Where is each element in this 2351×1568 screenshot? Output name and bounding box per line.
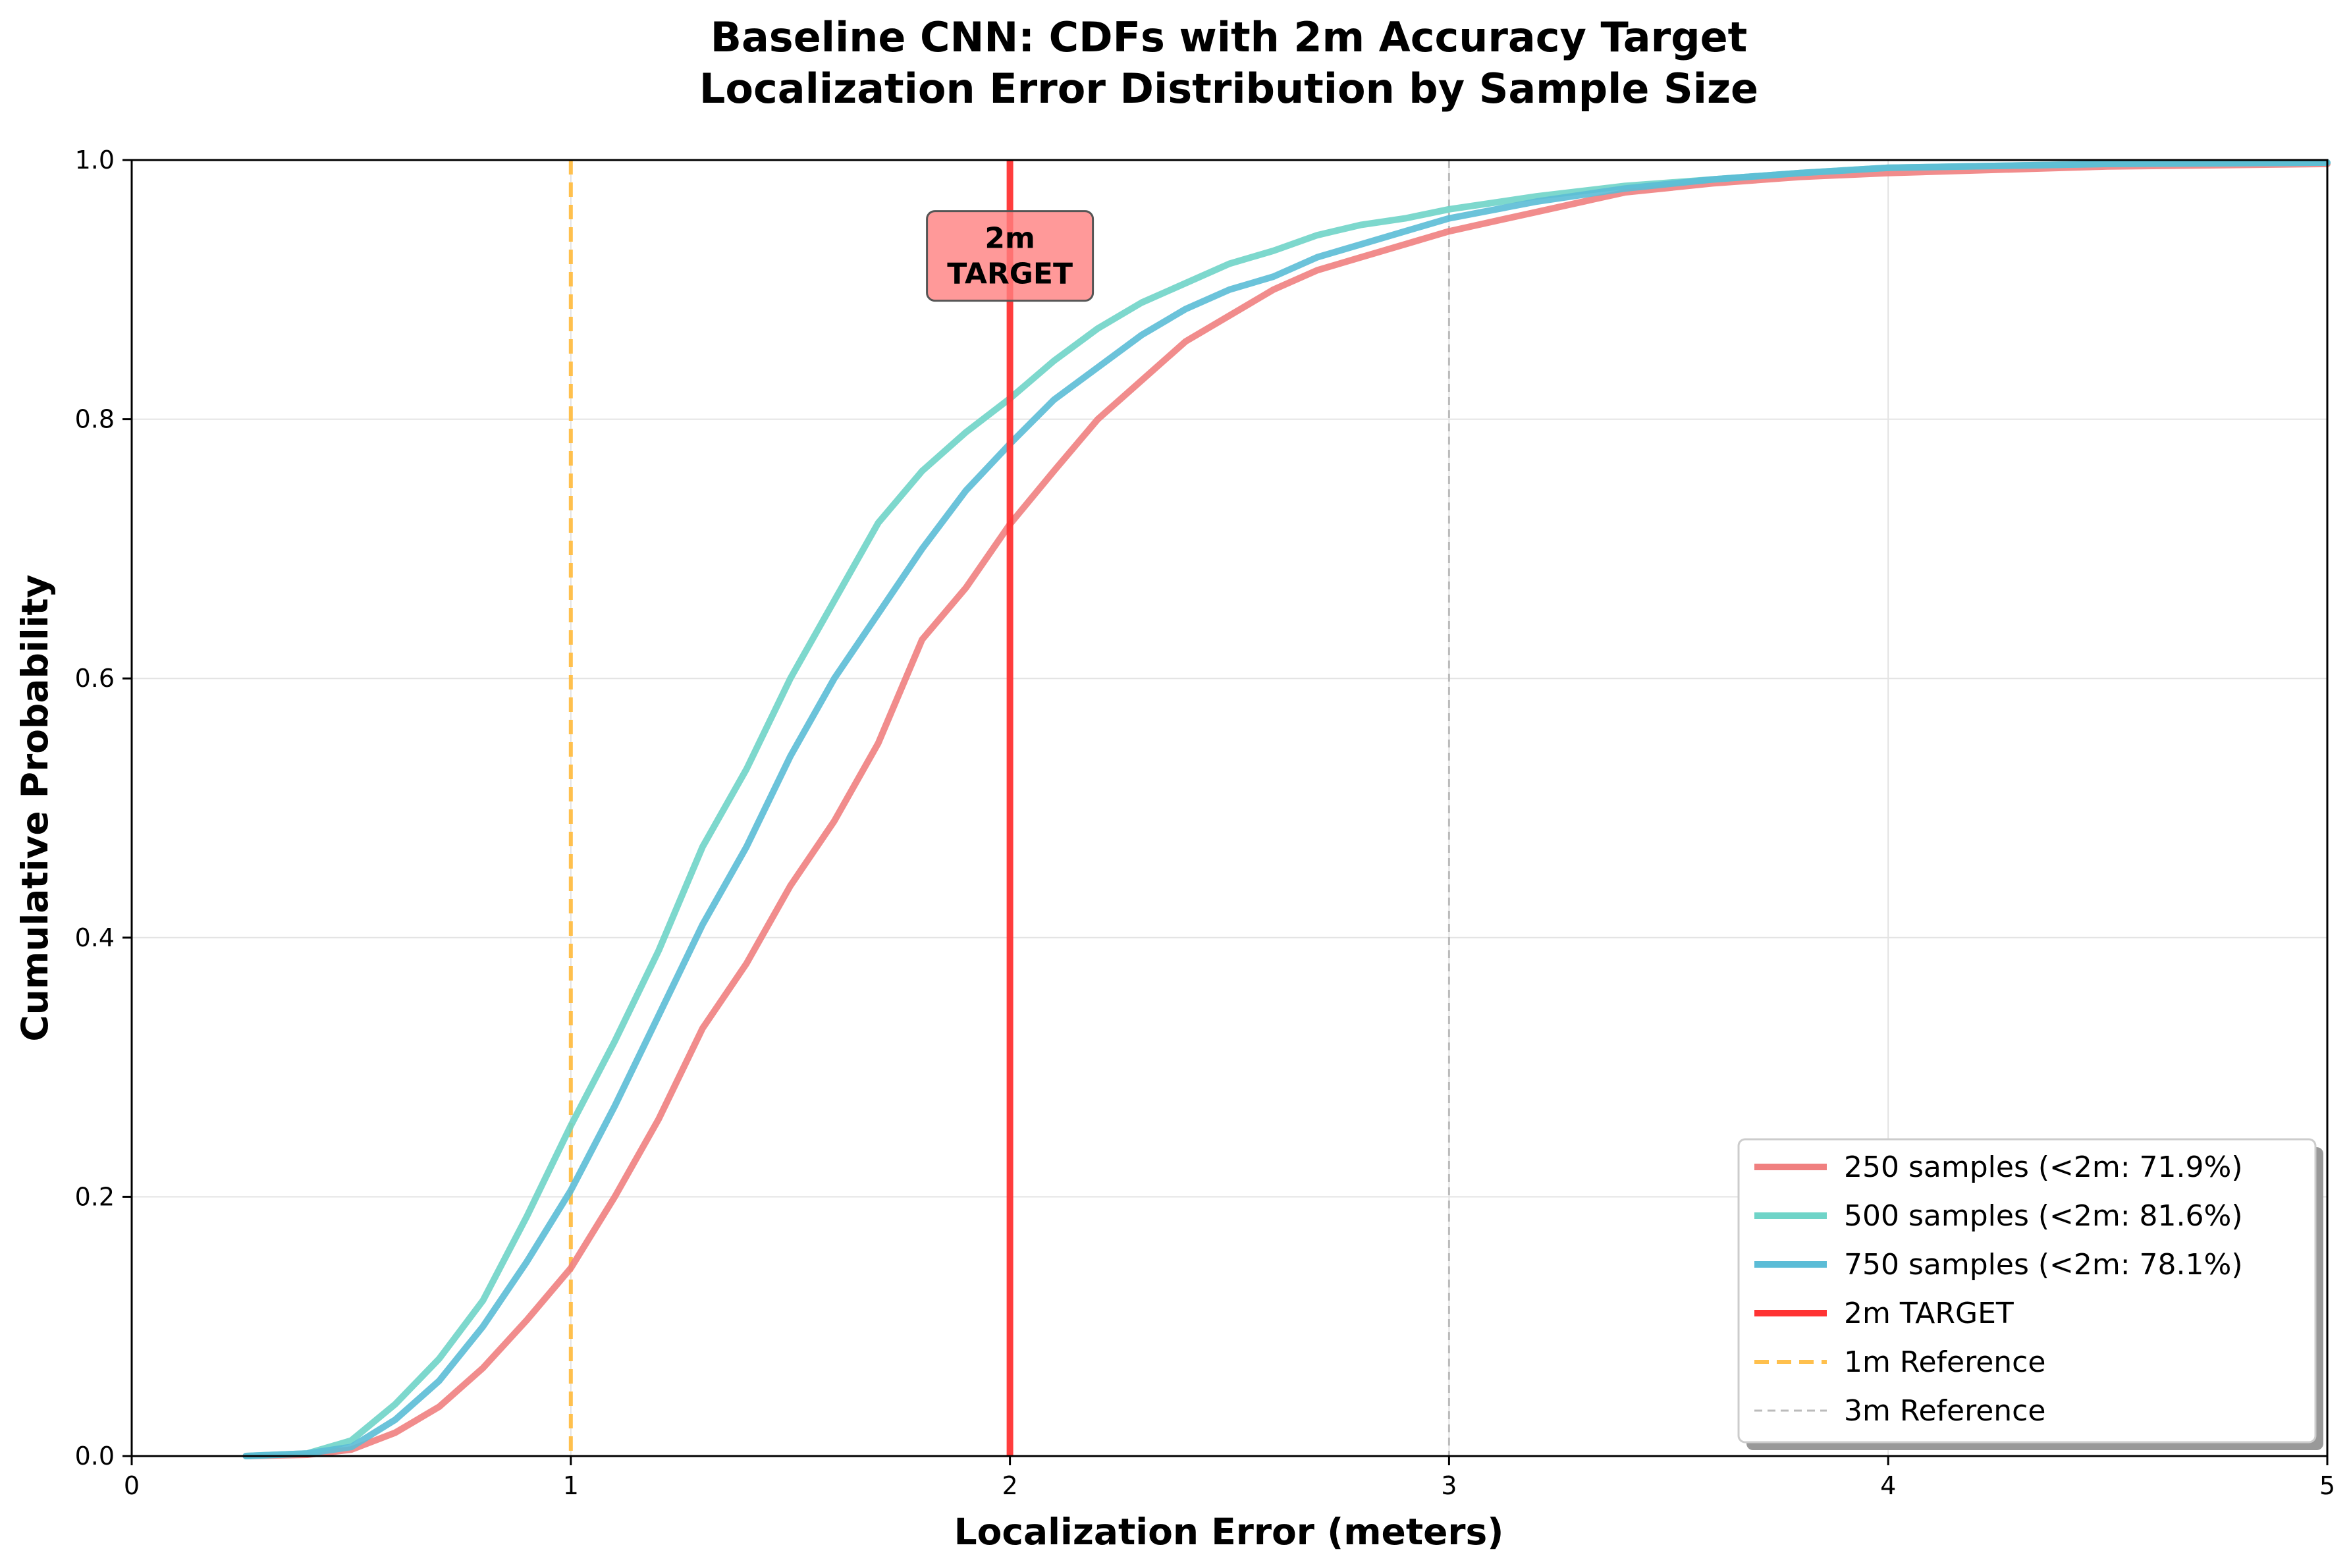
annotation-text-line2: TARGET bbox=[947, 257, 1073, 291]
legend-label: 750 samples (<2m: 78.1%) bbox=[1844, 1248, 2243, 1282]
x-tick-label: 0 bbox=[124, 1471, 140, 1500]
legend-label: 1m Reference bbox=[1844, 1345, 2045, 1379]
legend-box bbox=[1737, 1138, 2317, 1444]
y-tick-label: 0.4 bbox=[75, 923, 115, 952]
legend-label: 2m TARGET bbox=[1844, 1297, 2014, 1330]
y-axis-ticks: 0.0 0.2 0.4 0.6 0.8 1.0 bbox=[75, 146, 132, 1471]
chart-title-line1: Baseline CNN: CDFs with 2m Accuracy Targ… bbox=[711, 13, 1748, 61]
chart-title-line2: Localization Error Distribution by Sampl… bbox=[699, 65, 1758, 113]
plot-frame bbox=[130, 159, 2329, 1457]
series-lines bbox=[242, 159, 2331, 1459]
y-tick-label: 0.0 bbox=[75, 1442, 115, 1471]
y-axis-label: Cumulative Probability bbox=[14, 574, 56, 1041]
x-tick-label: 1 bbox=[563, 1471, 579, 1500]
reference-lines bbox=[568, 160, 1450, 1456]
x-axis-label: Localization Error (meters) bbox=[954, 1511, 1504, 1553]
x-tick-label: 5 bbox=[2319, 1471, 2335, 1500]
legend: 250 samples (<2m: 71.9%) 500 samples (<2m… bbox=[1737, 1138, 2323, 1450]
legend-label: 3m Reference bbox=[1844, 1394, 2045, 1428]
y-tick-label: 1.0 bbox=[75, 146, 115, 175]
x-tick-label: 2 bbox=[1002, 1471, 1018, 1500]
x-axis-ticks: 0 1 2 3 4 5 bbox=[124, 1456, 2335, 1500]
y-tick-label: 0.2 bbox=[75, 1182, 115, 1211]
legend-label: 250 samples (<2m: 71.9%) bbox=[1844, 1150, 2243, 1184]
annotation-text-line1: 2m bbox=[985, 222, 1035, 256]
y-tick-label: 0.8 bbox=[75, 405, 115, 434]
x-tick-label: 4 bbox=[1880, 1471, 1896, 1500]
annotation-box bbox=[926, 210, 1094, 302]
y-tick-label: 0.6 bbox=[75, 664, 115, 693]
legend-label: 500 samples (<2m: 81.6%) bbox=[1844, 1199, 2243, 1233]
x-tick-label: 3 bbox=[1441, 1471, 1457, 1500]
